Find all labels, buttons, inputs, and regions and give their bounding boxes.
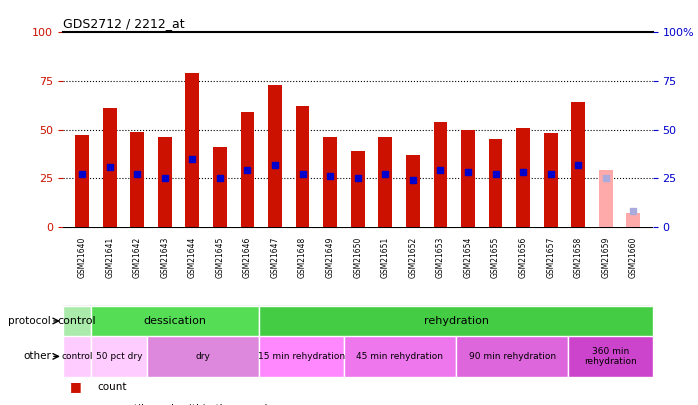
Text: 90 min rehydration: 90 min rehydration — [468, 352, 556, 361]
Text: GSM21651: GSM21651 — [381, 236, 389, 277]
Text: 45 min rehydration: 45 min rehydration — [357, 352, 443, 361]
Text: control: control — [57, 316, 96, 326]
Text: ■: ■ — [70, 403, 82, 405]
Text: other: other — [23, 352, 51, 361]
Bar — [268, 85, 282, 227]
Text: GSM21660: GSM21660 — [629, 236, 638, 278]
Text: count: count — [98, 382, 127, 392]
Text: GSM21655: GSM21655 — [491, 236, 500, 278]
Bar — [75, 135, 89, 227]
Bar — [599, 171, 613, 227]
Text: percentile rank within the sample: percentile rank within the sample — [98, 404, 274, 405]
Text: GSM21656: GSM21656 — [519, 236, 528, 278]
Bar — [568, 336, 653, 377]
Text: rehydration: rehydration — [424, 316, 489, 326]
Text: protocol: protocol — [8, 316, 51, 326]
Bar — [260, 336, 343, 377]
Bar — [343, 336, 456, 377]
Text: GSM21659: GSM21659 — [601, 236, 610, 278]
Bar — [433, 122, 447, 227]
Bar — [91, 306, 260, 336]
Text: dry: dry — [196, 352, 211, 361]
Text: GSM21652: GSM21652 — [408, 236, 417, 277]
Text: GSM21654: GSM21654 — [463, 236, 473, 278]
Bar — [456, 336, 568, 377]
Text: GSM21645: GSM21645 — [216, 236, 225, 278]
Bar — [544, 134, 558, 227]
Bar — [260, 306, 653, 336]
Bar — [131, 132, 144, 227]
Text: GSM21658: GSM21658 — [574, 236, 583, 277]
Bar — [91, 336, 147, 377]
Text: GSM21648: GSM21648 — [298, 236, 307, 277]
Text: GSM21640: GSM21640 — [77, 236, 87, 278]
Bar — [103, 108, 117, 227]
Text: GSM21643: GSM21643 — [161, 236, 170, 278]
Bar — [186, 73, 199, 227]
Text: GSM21641: GSM21641 — [105, 236, 114, 277]
Text: 360 min
rehydration: 360 min rehydration — [584, 347, 637, 366]
Text: dessication: dessication — [144, 316, 207, 326]
Text: GSM21642: GSM21642 — [133, 236, 142, 277]
Text: GSM21646: GSM21646 — [243, 236, 252, 278]
Bar — [572, 102, 585, 227]
Bar — [378, 137, 392, 227]
Text: GSM21657: GSM21657 — [546, 236, 555, 278]
Text: 50 pct dry: 50 pct dry — [96, 352, 142, 361]
Text: ■: ■ — [70, 380, 82, 393]
Bar — [323, 137, 337, 227]
Bar — [517, 128, 530, 227]
Text: GSM21653: GSM21653 — [436, 236, 445, 278]
Text: control: control — [61, 352, 93, 361]
Text: GSM21650: GSM21650 — [353, 236, 362, 278]
Bar — [63, 336, 91, 377]
Bar — [461, 130, 475, 227]
Bar — [489, 139, 503, 227]
Text: GSM21647: GSM21647 — [271, 236, 279, 278]
Bar — [626, 213, 640, 227]
Bar — [296, 106, 309, 227]
Bar — [63, 306, 91, 336]
Bar — [241, 112, 254, 227]
Text: GDS2712 / 2212_at: GDS2712 / 2212_at — [63, 17, 184, 30]
Text: 15 min rehydration: 15 min rehydration — [258, 352, 345, 361]
Bar — [406, 155, 419, 227]
Text: GSM21649: GSM21649 — [326, 236, 334, 278]
Text: GSM21644: GSM21644 — [188, 236, 197, 278]
Bar — [213, 147, 227, 227]
Bar — [158, 137, 172, 227]
Bar — [147, 336, 260, 377]
Bar — [351, 151, 364, 227]
